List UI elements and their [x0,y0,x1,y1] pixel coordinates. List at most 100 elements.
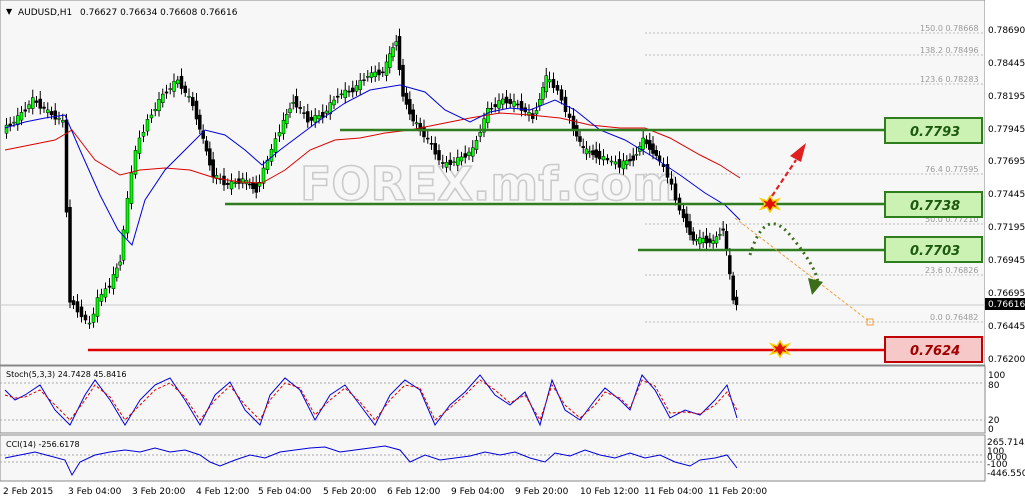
candle-body [298,107,302,109]
stochastic-axis: 100 80 20 0 [988,371,1005,435]
stochastic-header: Stoch(5,3,3) 24.7428 45.8416 [6,370,126,379]
price-tick: 0.77445 [988,190,1025,200]
candle-body [474,140,479,150]
candle-body [285,113,289,125]
candle-body [281,119,286,135]
candle-body [408,99,412,115]
candle-body [411,109,415,122]
candle-body [49,111,54,116]
price-axis [985,0,1025,500]
time-tick: 2 Feb 2015 [3,487,53,497]
price-tick: 0.77195 [988,223,1025,233]
candle-body [394,41,398,46]
candle-body [226,182,230,185]
candle-body [669,178,674,185]
candle-body [229,181,234,190]
candle-body [336,95,340,98]
candle-body [269,148,274,162]
down-arrow-icon [808,278,823,295]
cci-axis: 265.7142 100 0.00 -100 -446.5501 [987,438,1025,479]
stochastic-axis-tick: 20 [988,416,1000,426]
candle-body [129,172,134,204]
candle-body [79,306,84,318]
candle-body [324,110,329,114]
menu-triangle-icon[interactable]: ▼ [6,7,13,16]
candle-body [482,118,486,133]
candle-body [248,183,252,186]
candle-body [339,93,344,96]
candle-body [734,296,739,306]
candle-body [309,116,314,121]
price-tick: 0.78195 [988,92,1025,102]
main-price-panel[interactable] [0,0,986,366]
candle-body [95,297,100,317]
candle-body [388,53,392,68]
candle-body [544,75,548,93]
candle-body [691,231,695,241]
candle-body [711,240,715,244]
time-tick: 5 Feb 20:00 [323,487,377,497]
candle-body [23,109,27,112]
candle-body [404,92,409,105]
level-label: 0.7738 [910,199,960,214]
candle-body [42,106,46,109]
cci-axis-tick: 265.7142 [987,438,1025,448]
candle-body [459,156,464,162]
up-arrow-icon [790,143,806,162]
candle-body [291,102,295,104]
candle-body [504,96,509,104]
candle-body [288,108,292,113]
candle-body [332,99,336,106]
candle-body [75,301,80,313]
candle-body [631,155,635,161]
candle-body [176,79,180,85]
candle-body [665,164,670,178]
candle-body [31,97,35,109]
candle-body [384,61,389,76]
candle-body [91,313,96,323]
candle-body [724,231,729,251]
time-tick: 11 Feb 04:00 [644,487,703,497]
price-axis-labels: 0.78690 0.78445 0.78195 0.77945 0.77695 … [988,26,1025,365]
candle-body [512,101,516,107]
candle-body [628,159,632,162]
level-label: 0.7793 [910,125,960,140]
stochastic-panel[interactable] [0,365,986,434]
candle-body [698,237,702,245]
candle-body [429,143,434,145]
candle-body [621,160,626,170]
candle-body [644,139,649,145]
candle-body [366,76,370,78]
cci-axis-tick: -100 [987,460,1008,470]
candle-body [68,206,72,303]
candle-body [609,160,614,163]
cci-panel[interactable] [0,434,986,482]
candle-body [183,85,187,93]
candle-body [191,97,195,107]
candle-body [194,100,199,120]
slow-moving-average-line [4,112,741,184]
price-tick: 0.76200 [988,355,1025,365]
candle-body [605,158,610,161]
candle-body [581,146,585,148]
fib-level-label: 123.6 0.78283 [920,75,979,84]
candle-body [704,235,709,244]
candle-body [241,178,245,184]
symbol-label: AUDUSD,H1 [18,8,72,18]
time-tick: 3 Feb 20:00 [132,487,186,497]
candle-body [83,314,88,321]
candle-body [397,36,402,70]
projection-dashed-line [734,217,871,323]
candle-body [463,153,467,158]
candle-body [57,117,61,120]
candle-body [351,87,355,93]
candle-body [541,86,545,100]
current-price-tag [985,298,1025,310]
stochastic-axis-tick: 80 [988,381,1000,391]
candle-body [534,110,539,115]
candle-body [452,161,456,163]
candle-body [125,197,130,234]
candle-body [172,81,176,92]
candle-body [651,143,655,154]
